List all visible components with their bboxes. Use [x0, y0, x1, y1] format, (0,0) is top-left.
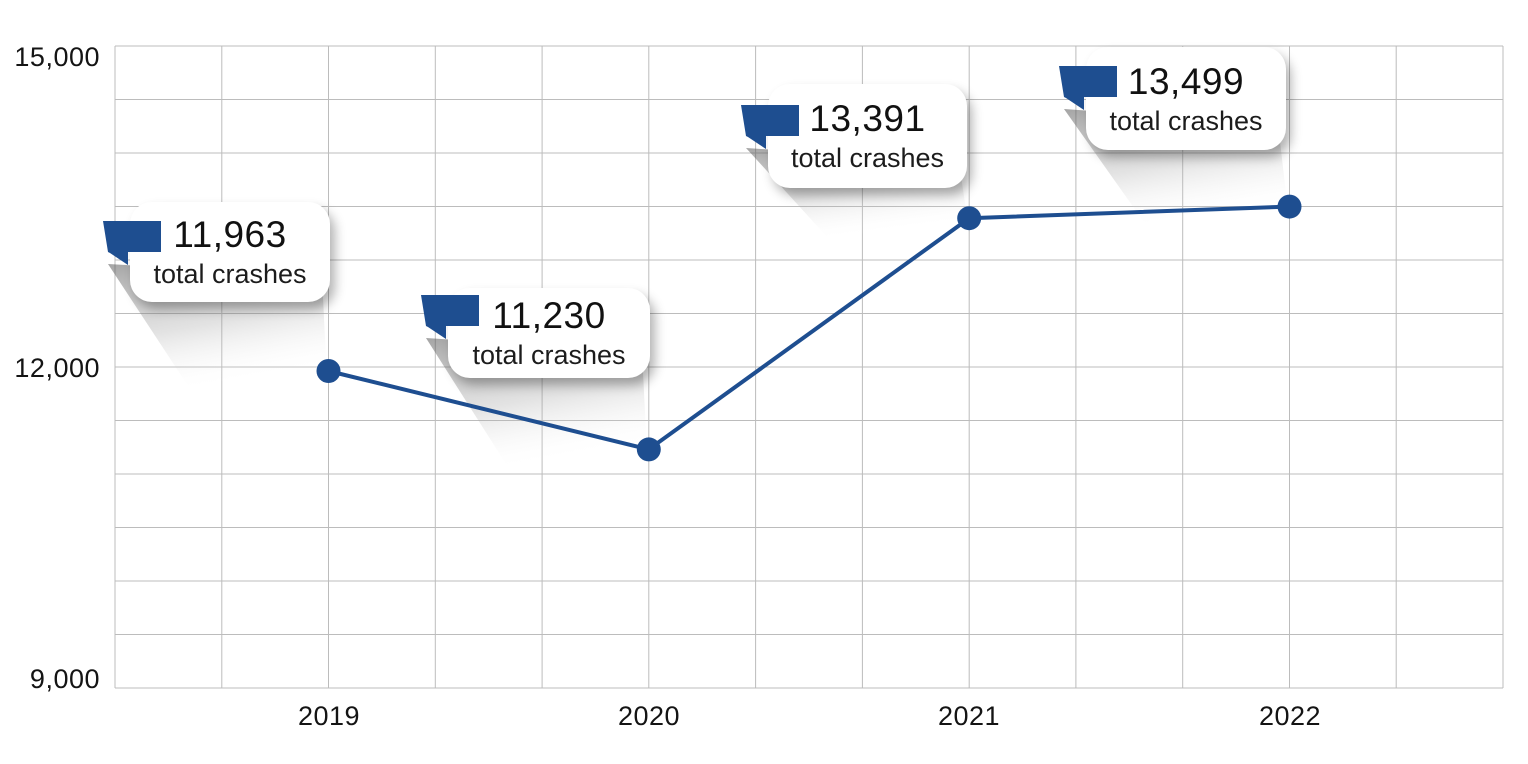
- data-point-2020: [636, 437, 661, 462]
- y-tick-15000: 15,000: [14, 42, 100, 72]
- speech-bubble-icon: [103, 221, 161, 265]
- callout-value: 13,391: [809, 98, 926, 139]
- data-line: [328, 204, 1290, 452]
- data-point-2021: [957, 206, 982, 231]
- callout-caption: total crashes: [472, 340, 626, 370]
- callout-value: 11,230: [492, 295, 606, 336]
- callout-2022: 13,499 total crashes: [1059, 47, 1286, 150]
- x-tick-2020: 2020: [617, 701, 681, 731]
- x-tick-2021: 2021: [937, 701, 1001, 731]
- x-tick-2022: 2022: [1258, 701, 1322, 731]
- speech-bubble-icon: [1059, 66, 1117, 110]
- speech-bubble-icon: [421, 295, 479, 339]
- callout-caption: total crashes: [1109, 105, 1263, 136]
- speech-bubble-icon: [741, 105, 799, 149]
- callout-value: 11,963: [173, 214, 287, 255]
- callout-caption: total crashes: [153, 259, 307, 289]
- x-tick-2019: 2019: [297, 701, 361, 731]
- callout-caption: total crashes: [790, 143, 945, 173]
- callout-value: 13,499: [1127, 60, 1245, 102]
- callout-2020: 11,230 total crashes: [421, 288, 650, 378]
- data-point-2022: [1277, 194, 1302, 219]
- y-tick-12000: 12,000: [14, 353, 100, 383]
- callout-2021: 13,391 total crashes: [741, 84, 967, 188]
- y-tick-9000: 9,000: [29, 664, 100, 694]
- callout-2019: 11,963 total crashes: [103, 202, 330, 302]
- data-point-2019: [316, 359, 341, 383]
